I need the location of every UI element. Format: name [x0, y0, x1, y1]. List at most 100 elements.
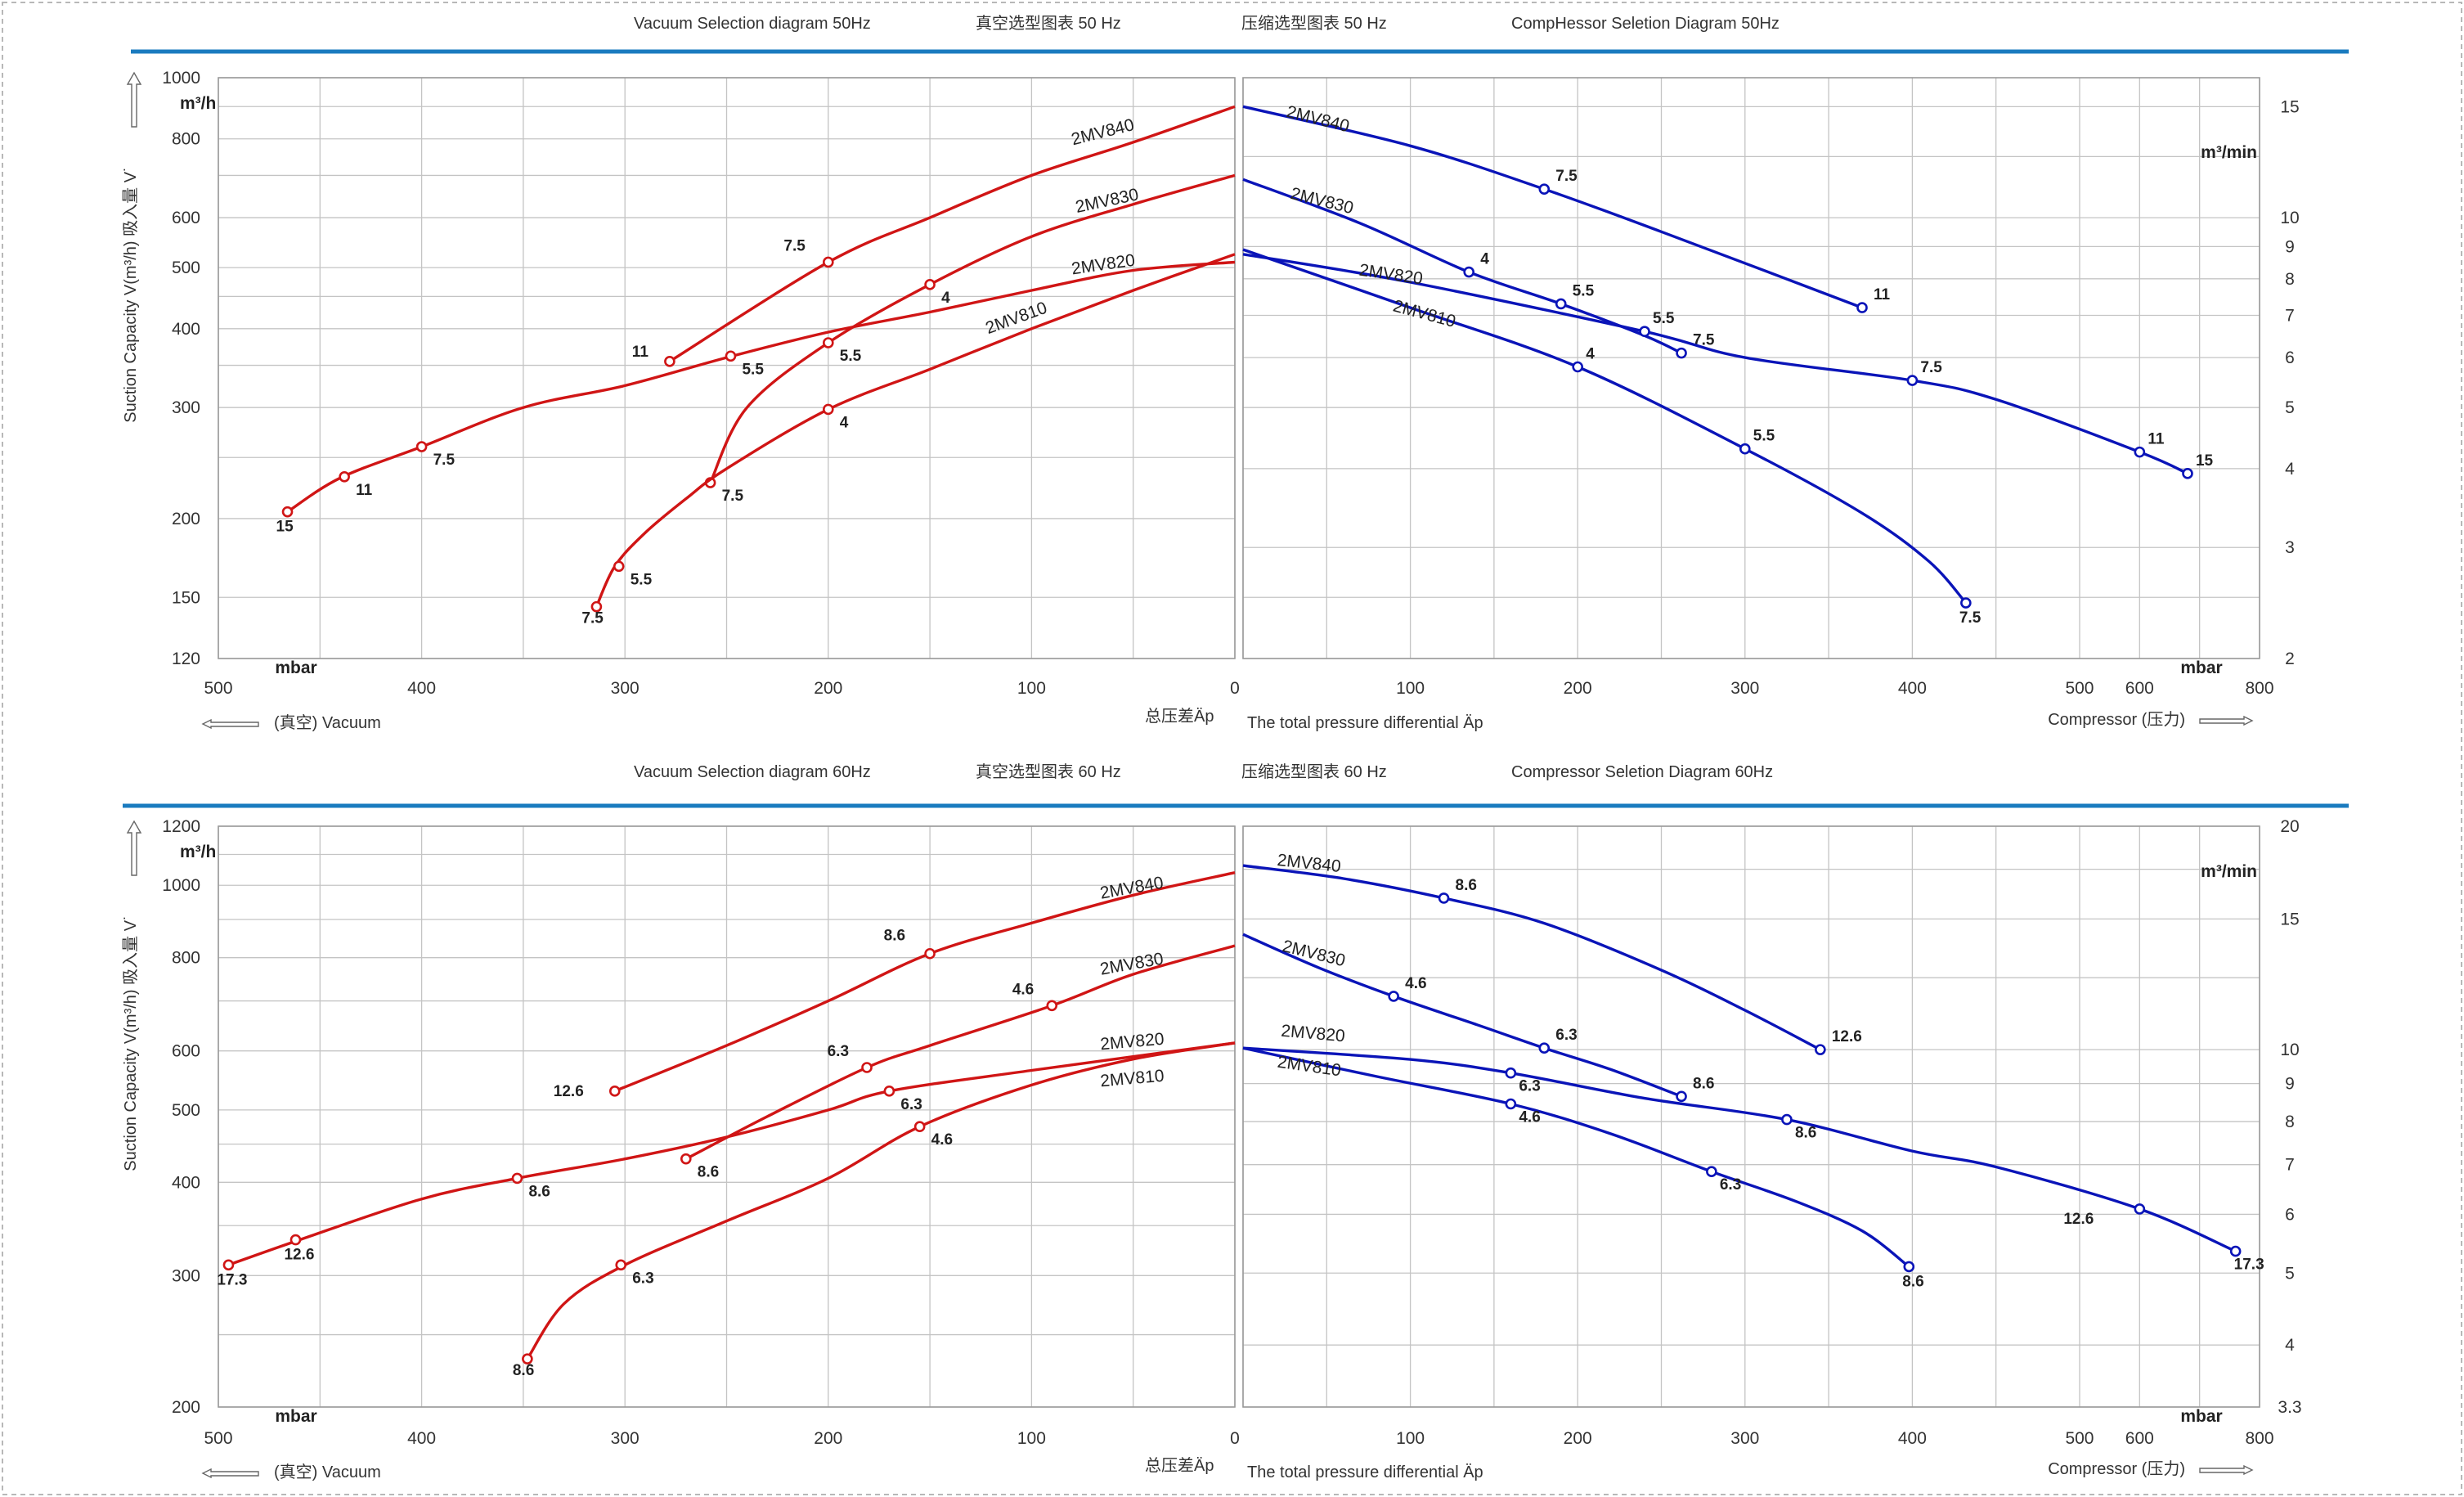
compressor-series-name-2mv820: 2MV820	[1281, 1022, 1346, 1046]
vacuum-axis-tick-label: 400	[407, 679, 436, 698]
vacuum-axis-tick-label: 400	[407, 1429, 436, 1448]
compressor-series-group: 2MV8408.612.62MV8304.66.38.62MV8206.38.6…	[1242, 851, 2264, 1290]
compressor-point-label: 8.6	[1795, 1125, 1816, 1142]
chart-panel-60hz: Vacuum Selection diagram 60Hz 真空选型图表 60 H…	[122, 762, 2349, 1481]
compressor-series-name-2mv830: 2MV830	[1289, 184, 1355, 218]
right-unit-label: m³/min	[2201, 862, 2257, 881]
vacuum-axis-tick-label: 100	[1017, 679, 1046, 698]
compressor-point-label: 6.3	[1720, 1176, 1741, 1194]
right-axis-tick-label: 6	[2285, 1205, 2295, 1224]
left-axis-tick-label: 500	[172, 258, 200, 277]
left-arrow-icon	[201, 718, 259, 730]
compressor-series-group: 2MV840 7.5 11 2MV830 4 5.5 7.5 2MV820 5.5 7.5 11 15…	[1242, 102, 2214, 627]
right-arrow-icon	[2199, 1464, 2254, 1476]
vacuum-point-label: 8.6	[528, 1183, 550, 1200]
compressor-point-marker	[1555, 298, 1567, 310]
up-arrow-icon	[126, 71, 142, 128]
compressor-point-marker	[1505, 1098, 1517, 1110]
compressor-axis-tick-label: 300	[1730, 679, 1759, 698]
left-axis-tick-label: 500	[172, 1101, 200, 1120]
compressor-point-marker	[1538, 1042, 1551, 1054]
compressor-point-marker	[1438, 892, 1450, 904]
vacuum-series-name-2mv810: 2MV810	[983, 299, 1049, 338]
left-axis-title: Suction Capacity V(m³/h) 吸入量 V˙	[122, 166, 140, 422]
vacuum-axis-tick-label: 100	[1017, 1429, 1046, 1448]
vacuum-series-line-2mv830	[685, 944, 1236, 1161]
vacuum-series-group: 2MV84012.68.62MV8308.66.34.62MV82017.312…	[217, 871, 1236, 1379]
vacuum-point-marker	[924, 947, 936, 960]
left-arrow-shape	[201, 718, 259, 730]
compressor-axis-tick-label: 200	[1564, 1429, 1592, 1448]
pressure-diff-title-cn: 总压差Äp	[1145, 707, 1214, 726]
vacuum-point-marker	[590, 600, 603, 613]
compressor-point-marker	[1676, 1090, 1687, 1103]
vacuum-point-label: 5.5	[631, 571, 653, 588]
compressor-point-label: 6.3	[1555, 1027, 1577, 1044]
compressor-point-marker	[1906, 375, 1919, 386]
compressor-point-label: 8.6	[1456, 877, 1477, 894]
left-axis-tick-label: 200	[172, 1398, 200, 1417]
compressor-axis-title: Compressor (压力)	[2048, 710, 2185, 729]
header-vacuum-en: Vacuum Selection diagram 60Hz	[634, 763, 871, 781]
compressor-point-label: 8.6	[1902, 1273, 1923, 1290]
compressor-point-marker	[2134, 446, 2146, 458]
left-axis-tick-label: 600	[172, 209, 200, 227]
compressor-point-label: 6.3	[1519, 1078, 1540, 1095]
compressor-point-label: 4	[1480, 251, 1489, 268]
compressor-point-label: 12.6	[1832, 1028, 1862, 1045]
left-axis-tick-label: 120	[172, 650, 200, 668]
vacuum-point-label: 12.6	[284, 1247, 314, 1264]
right-axis-tick-label: 5	[2285, 398, 2295, 417]
left-arrow-icon	[201, 1468, 259, 1479]
up-arrow-shape	[126, 71, 142, 128]
vacuum-point-marker	[281, 506, 294, 518]
compressor-point-marker	[2134, 1203, 2146, 1215]
left-axis-tick-label: 1000	[162, 69, 200, 88]
vacuum-point-marker	[883, 1086, 895, 1097]
up-arrow-icon	[126, 820, 142, 876]
compressor-axis-title: Compressor (压力)	[2048, 1459, 2185, 1478]
compressor-series-line-2mv810	[1242, 248, 1968, 605]
right-axis-tick-label: 8	[2285, 270, 2295, 289]
right-axis-tick-label: 10	[2280, 1041, 2299, 1059]
vacuum-point-marker	[822, 403, 834, 416]
vacuum-point-marker	[613, 560, 625, 573]
vacuum-point-marker	[913, 1121, 926, 1133]
compressor-axis-tick-label: 500	[2065, 679, 2094, 698]
vacuum-point-label: 6.3	[828, 1043, 849, 1060]
vacuum-point-marker	[339, 471, 350, 483]
left-axis-tick-label: 800	[172, 949, 200, 968]
mbar-label-left: mbar	[275, 659, 316, 677]
vacuum-pane-border	[218, 77, 1236, 659]
vacuum-point-marker	[822, 256, 834, 268]
left-axis-tick-label: 800	[172, 130, 200, 149]
header-vacuum-cn: 真空选型图表 50 Hz	[976, 14, 1121, 33]
mbar-label-right: mbar	[2180, 1407, 2222, 1426]
vacuum-series-name-2mv820: 2MV820	[1099, 1030, 1165, 1054]
left-axis-title: Suction Capacity V(m³/h) 吸入量 V˙	[122, 915, 140, 1171]
header-compressor-cn: 压缩选型图表 60 Hz	[1241, 762, 1387, 781]
right-axis-tick-label: 9	[2285, 237, 2295, 256]
vacuum-point-marker	[1046, 1000, 1058, 1012]
pressure-diff-title-en: The total pressure differential Äp	[1247, 714, 1483, 732]
left-axis-tick-label: 150	[172, 588, 200, 607]
header-compressor-en: CompHessor Seletion Diagram 50Hz	[1511, 15, 1780, 33]
compressor-axis-tick-label: 400	[1898, 679, 1927, 698]
vacuum-axis-tick-label: 300	[611, 679, 640, 698]
compressor-point-label: 12.6	[2063, 1211, 2094, 1228]
vacuum-point-label: 6.3	[632, 1270, 653, 1287]
vacuum-axis-tick-label: 200	[814, 679, 842, 698]
chart-panel-50hz: Vacuum Selection diagram 50Hz 真空选型图表 50 H…	[122, 14, 2349, 732]
pressure-diff-title-cn: 总压差Äp	[1145, 1456, 1214, 1475]
vacuum-axis-tick-label: 300	[611, 1429, 640, 1448]
vacuum-point-marker	[608, 1086, 621, 1097]
compressor-point-marker	[1739, 443, 1751, 455]
vacuum-axis-tick-label: 0	[1230, 679, 1240, 698]
compressor-point-marker	[1781, 1113, 1793, 1126]
left-unit-label: m³/h	[180, 94, 216, 113]
grid-lines	[218, 77, 2260, 659]
vacuum-point-label: 6.3	[900, 1096, 922, 1113]
left-axis-tick-label: 400	[172, 320, 200, 339]
compressor-point-label: 4	[1586, 346, 1595, 363]
